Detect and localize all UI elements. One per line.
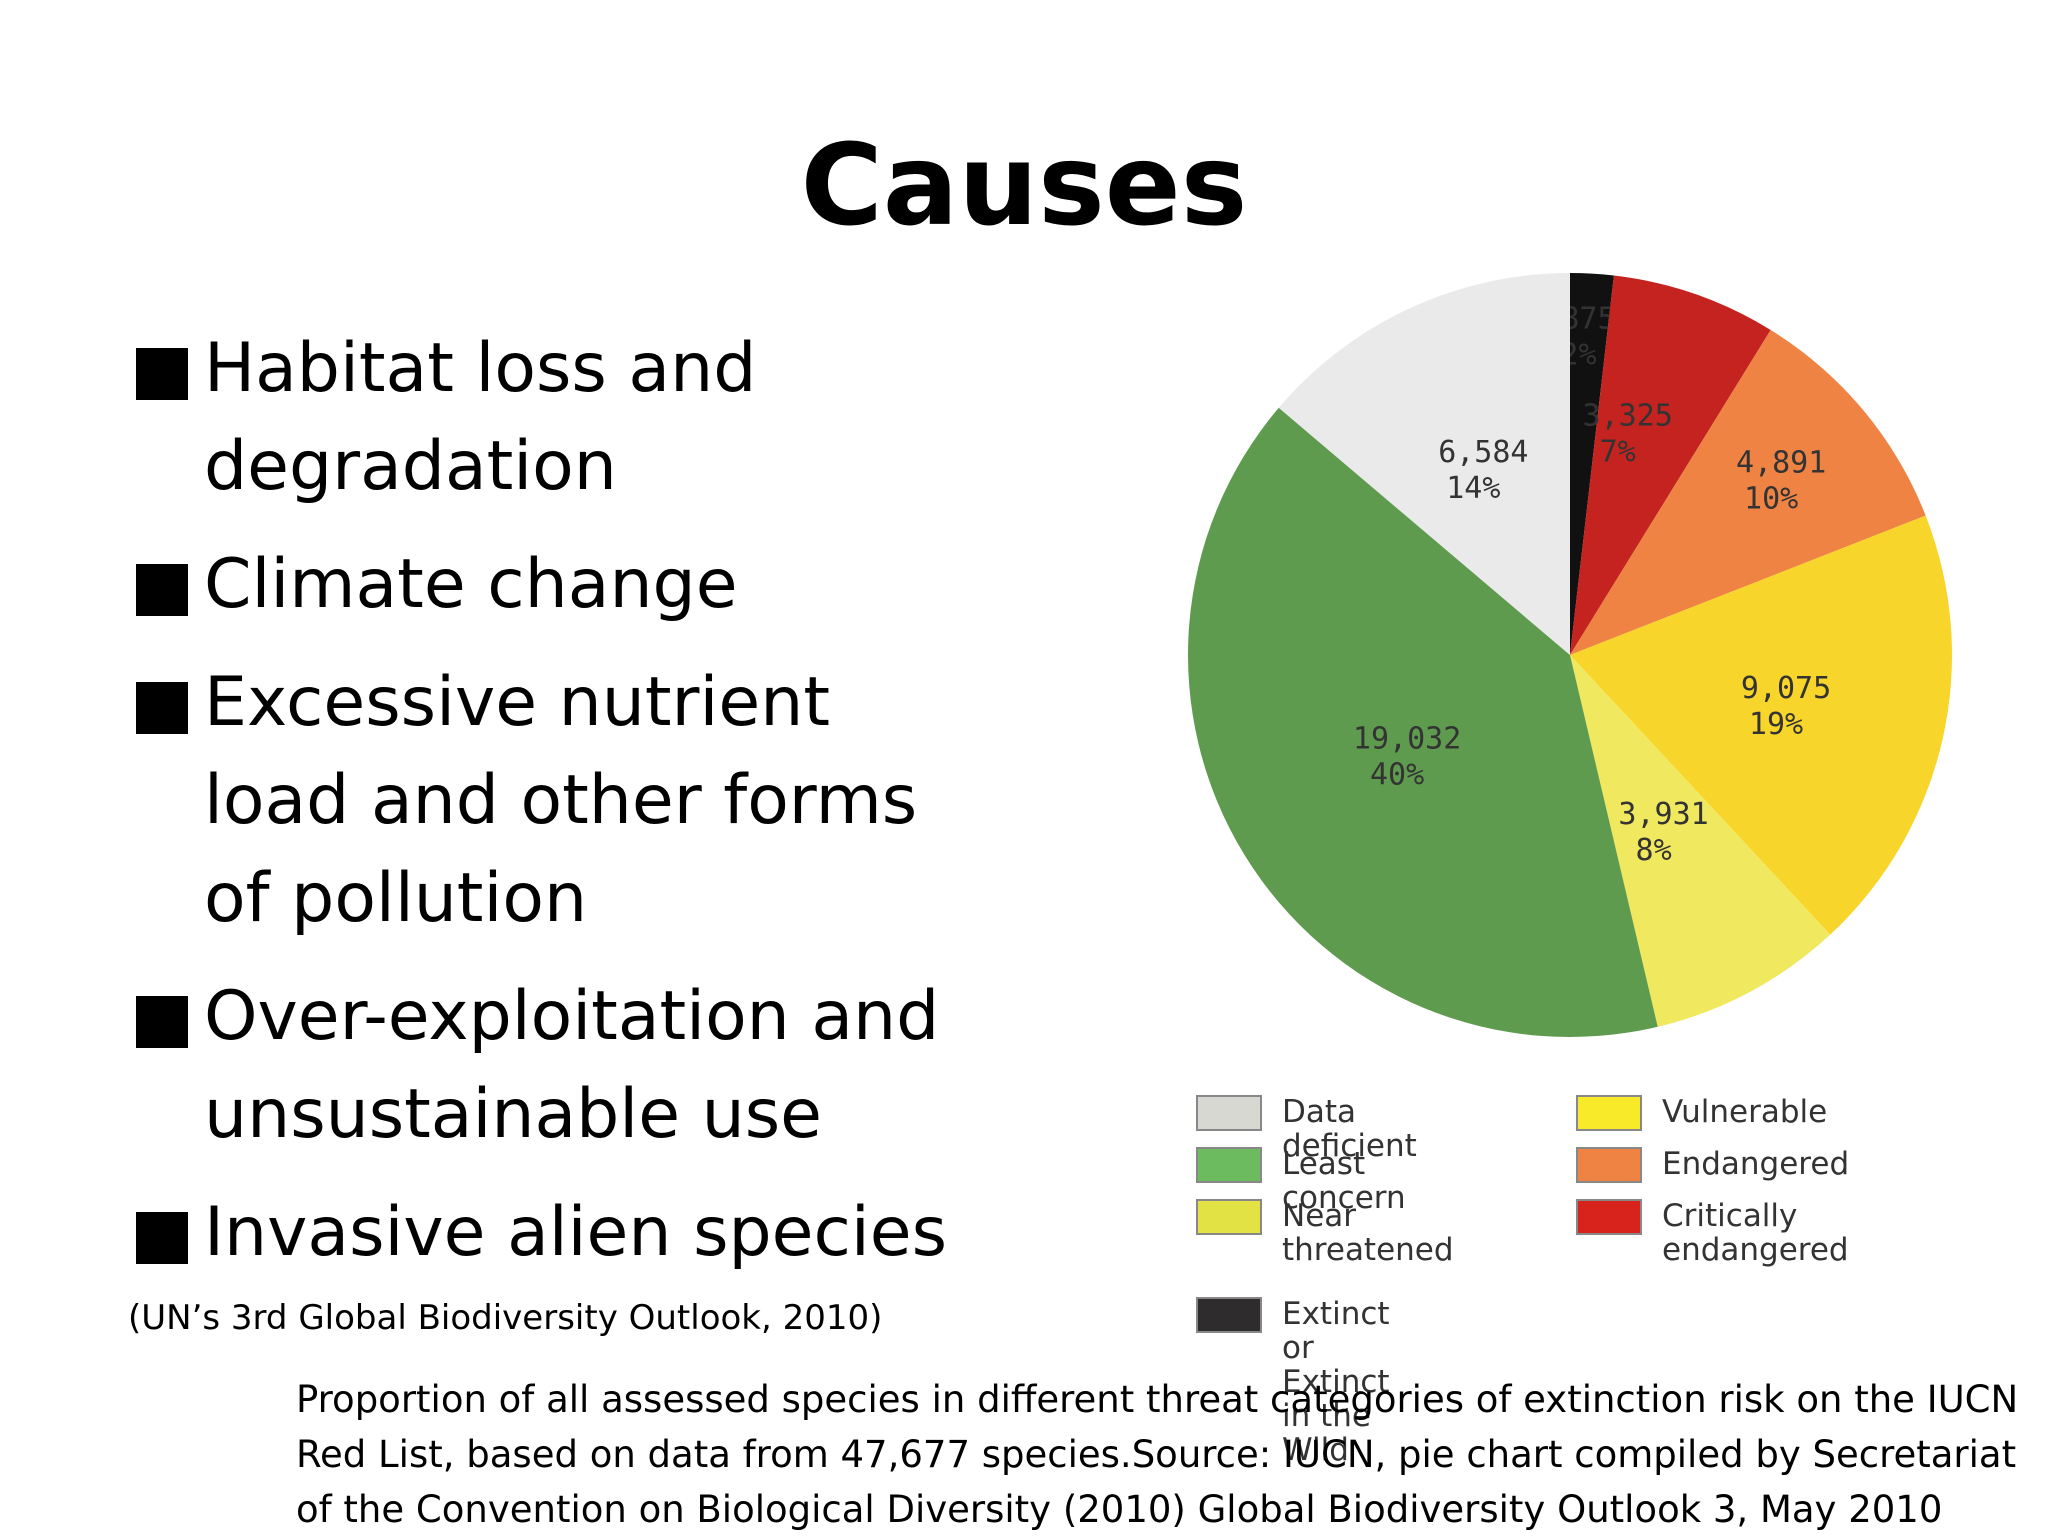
pie-slice-data-deficient <box>1278 273 1570 655</box>
causes-list: Habitat loss and degradation Climate cha… <box>130 320 1130 1302</box>
bullet-line: Over-exploitation and <box>204 977 940 1056</box>
bullet-line: unsustainable use <box>204 1075 823 1154</box>
slice-percent-label: 14% <box>1446 471 1500 506</box>
legend-label: Endangered <box>1662 1146 1850 1182</box>
legend-swatch <box>1196 1095 1262 1131</box>
slice-value-label: 9,075 <box>1741 671 1831 706</box>
pie-slice-vulnerable <box>1570 515 1953 935</box>
legend-item: Endangered <box>1576 1147 1849 1183</box>
slice-percent-label: 8% <box>1636 833 1672 868</box>
slice-value-label: 3,931 <box>1618 797 1708 832</box>
legend-item: Extinct or Extinct in the Wild <box>1196 1297 1390 1467</box>
legend-item: Least concern <box>1196 1147 1406 1215</box>
legend-swatch <box>1576 1199 1642 1235</box>
square-bullet-icon <box>136 1212 188 1264</box>
legend-label: Data deficient <box>1282 1094 1417 1164</box>
slice-value-label: 4,891 <box>1736 446 1826 481</box>
square-bullet-icon <box>136 996 188 1048</box>
slice-value-label: 6,584 <box>1438 435 1528 470</box>
legend-swatch <box>1196 1297 1262 1333</box>
bullet-line: Invasive alien species <box>204 1193 948 1272</box>
bullet-line: Habitat loss and <box>204 329 757 408</box>
pie-slice-near-threatened <box>1570 655 1831 1027</box>
legend-swatch <box>1576 1095 1642 1131</box>
legend-item: Near threatened <box>1196 1199 1454 1267</box>
legend-item: Critically endangered <box>1576 1199 1849 1267</box>
legend-label: Least concern <box>1282 1146 1406 1216</box>
bullet-line: Excessive nutrient <box>204 663 830 742</box>
slice-percent-label: 19% <box>1749 707 1803 742</box>
citation: (UN’s 3rd Global Biodiversity Outlook, 2… <box>128 1298 883 1338</box>
bullet-item-climate: Climate change <box>130 536 1130 634</box>
legend-label: Vulnerable <box>1662 1094 1828 1130</box>
slice-percent-label: 10% <box>1744 482 1798 517</box>
legend-label: Critically endangered <box>1662 1198 1849 1268</box>
bullet-line: of pollution <box>204 859 588 938</box>
slice-percent-label: 7% <box>1600 434 1636 469</box>
legend-item: Vulnerable <box>1576 1095 1827 1131</box>
bullet-item-invasive: Invasive alien species <box>130 1184 1130 1282</box>
pie-slice-extinct-or-extinct-in-the-wild <box>1570 273 1614 655</box>
bullet-line: Climate change <box>204 545 738 624</box>
pie-slice-endangered <box>1570 329 1926 655</box>
legend-label: Near threatened <box>1282 1198 1454 1268</box>
pie-slice-least-concern <box>1188 407 1658 1037</box>
square-bullet-icon <box>136 348 188 400</box>
slice-percent-label: 40% <box>1370 758 1424 793</box>
bullet-item-habitat: Habitat loss and degradation <box>130 320 1130 516</box>
legend-swatch <box>1196 1147 1262 1183</box>
slide-title: Causes <box>800 121 1248 251</box>
slice-value-label: 875 <box>1561 302 1615 337</box>
legend-item: Data deficient <box>1196 1095 1417 1163</box>
square-bullet-icon <box>136 682 188 734</box>
pie-slice-critically-endangered <box>1570 275 1771 655</box>
bullet-item-overexploitation: Over-exploitation and unsustainable use <box>130 968 1130 1164</box>
square-bullet-icon <box>136 564 188 616</box>
figure-caption: Proportion of all assessed species in di… <box>296 1378 2019 1531</box>
legend-swatch <box>1576 1147 1642 1183</box>
legend-label: Extinct or Extinct in the Wild <box>1282 1296 1390 1468</box>
slice-value-label: 3,325 <box>1583 398 1673 433</box>
slice-value-label: 19,032 <box>1353 722 1461 757</box>
legend-swatch <box>1196 1199 1262 1235</box>
bullet-line: load and other forms <box>204 761 918 840</box>
bullet-item-pollution: Excessive nutrient load and other forms … <box>130 654 1130 948</box>
bullet-line: degradation <box>204 427 617 506</box>
